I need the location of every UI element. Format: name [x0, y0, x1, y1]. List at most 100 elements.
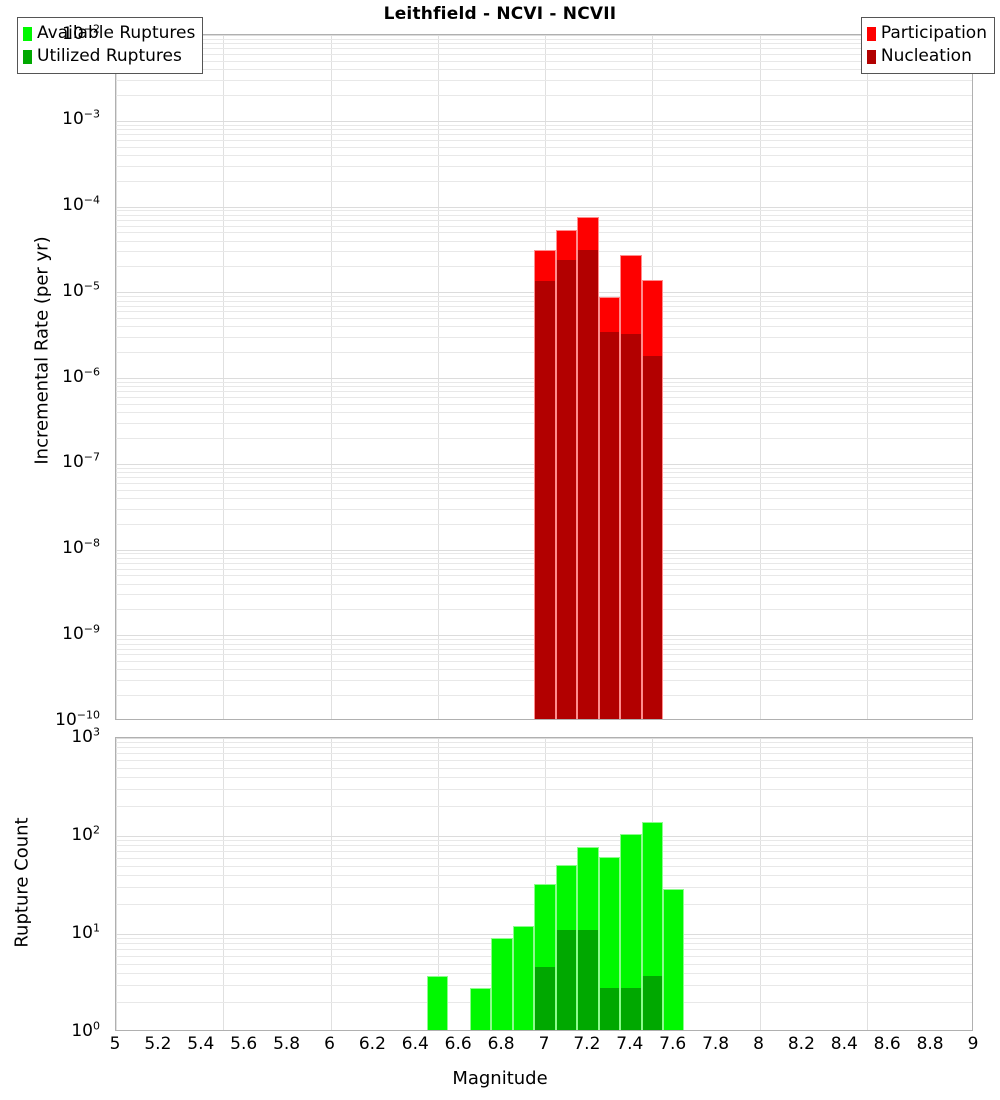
gridline-vertical [437, 35, 439, 719]
incremental-rate-plot [115, 34, 973, 720]
legend-swatch-icon [866, 26, 876, 41]
legend-label: Utilized Ruptures [37, 46, 182, 66]
gridline-horizontal-major [116, 206, 972, 208]
gridline-horizontal-minor [116, 54, 972, 56]
x-axis-tick-label: 8.8 [916, 1034, 944, 1054]
y-axis-tick-label: 10−5 [62, 279, 100, 301]
y-axis-tick-label: 101 [71, 921, 100, 943]
bar-available-ruptures [512, 926, 535, 1030]
gridline-vertical [330, 738, 332, 1030]
gridline-horizontal-minor [116, 69, 972, 71]
legend-item: Available Ruptures [23, 22, 195, 45]
gridline-horizontal-major [116, 836, 972, 837]
bar-available-ruptures [427, 976, 449, 1030]
bottom-chart-legend: Available Ruptures Utilized Ruptures [17, 17, 204, 74]
gridline-vertical [866, 35, 868, 719]
top-chart-legend: Participation Nucleation [860, 17, 995, 74]
gridline-horizontal-minor [116, 874, 972, 876]
x-axis-tick-label: 6.2 [358, 1034, 386, 1054]
bar-available-ruptures [491, 937, 513, 1030]
legend-label: Nucleation [880, 46, 972, 66]
gridline-horizontal-minor [116, 134, 972, 136]
bar-available-ruptures [662, 888, 685, 1030]
gridline-horizontal-minor [116, 742, 972, 744]
gridline-vertical [330, 35, 332, 719]
gridline-horizontal-minor [116, 767, 972, 769]
gridline-horizontal-minor [116, 38, 972, 40]
x-axis-tick-label: 7.8 [702, 1034, 730, 1054]
gridline-horizontal-minor [116, 94, 972, 96]
gridline-horizontal-major [116, 738, 972, 739]
gridline-horizontal-minor [116, 139, 972, 141]
gridline-horizontal-minor [116, 154, 972, 156]
bar-nucleation [642, 356, 662, 719]
x-axis-tick-label: 6 [324, 1034, 335, 1054]
gridline-vertical [437, 738, 439, 1030]
gridline-horizontal-minor [116, 180, 972, 182]
y-axis-tick-label: 10−2 [62, 22, 100, 44]
gridline-horizontal-minor [116, 214, 972, 216]
y-axis-tick-label: 10−3 [62, 107, 100, 130]
legend-swatch-icon [23, 26, 32, 41]
y-axis-tick-label: 10−6 [62, 365, 100, 387]
gridline-horizontal-minor [116, 759, 972, 761]
gridline-vertical [759, 738, 761, 1030]
x-axis-tick-label: 7 [538, 1034, 550, 1054]
gridline-horizontal-minor [116, 845, 972, 847]
gridline-horizontal-minor [116, 124, 972, 126]
y-axis-tick-label: 10−4 [62, 193, 100, 216]
x-axis-tick-label: 5.4 [187, 1034, 215, 1054]
gridline-horizontal-minor [116, 146, 972, 148]
gridline-horizontal-minor [116, 857, 972, 859]
x-axis-label: Magnitude [452, 1068, 548, 1089]
page-title: Leithfield - NCVI - NCVII [383, 4, 617, 24]
bar-nucleation [556, 259, 577, 719]
gridline-horizontal-minor [116, 851, 972, 853]
bar-utilized-ruptures [642, 976, 662, 1030]
gridline-horizontal-minor [116, 840, 972, 842]
x-axis-tick-label: 7.6 [659, 1034, 687, 1054]
gridline-vertical [223, 35, 225, 719]
x-axis-tick-label: 5.2 [144, 1034, 172, 1054]
gridline-horizontal-minor [116, 219, 972, 221]
gridline-vertical [223, 738, 225, 1030]
x-axis-tick-label: 7.2 [573, 1034, 601, 1054]
x-axis-tick-label: 6.8 [487, 1034, 515, 1054]
gridline-vertical [759, 35, 761, 719]
legend-swatch-icon [23, 49, 32, 64]
x-axis-tick-label: 5.8 [273, 1034, 301, 1054]
gridline-horizontal-major [116, 120, 972, 122]
x-axis-tick-label: 7.4 [616, 1034, 644, 1054]
top-chart-y-axis-label: Incremental Rate (per yr) [31, 236, 53, 465]
gridline-horizontal-minor [116, 806, 972, 808]
x-axis-tick-label: 8 [753, 1034, 764, 1054]
gridline-vertical [866, 738, 868, 1030]
legend-item: Nucleation [866, 45, 987, 68]
bottom-chart-y-axis-label: Rupture Count [11, 817, 33, 948]
gridline-horizontal-minor [116, 789, 972, 791]
gridline-horizontal-minor [116, 232, 972, 234]
legend-label: Available Ruptures [37, 23, 196, 43]
bar-available-ruptures [620, 833, 642, 1030]
gridline-horizontal-minor [116, 43, 972, 45]
y-axis-tick-label: 10−9 [62, 622, 100, 644]
x-axis-tick-label: 5.6 [230, 1034, 258, 1054]
legend-item: Utilized Ruptures [23, 45, 195, 68]
gridline-horizontal-minor [116, 753, 972, 755]
x-axis-tick-label: 8.4 [830, 1034, 858, 1054]
y-axis-tick-label: 10−10 [55, 708, 100, 730]
rupture-count-plot [115, 737, 973, 1031]
x-axis-tick-label: 8.2 [787, 1034, 815, 1054]
y-axis-tick-label: 10−8 [62, 536, 100, 559]
bar-utilized-ruptures [535, 967, 555, 1030]
legend-label: Participation [880, 23, 987, 43]
bar-available-ruptures [598, 857, 621, 1030]
y-axis-tick-label: 103 [71, 725, 100, 747]
bar-utilized-ruptures [599, 988, 620, 1030]
gridline-vertical [545, 738, 546, 1030]
bar-utilized-ruptures [621, 988, 641, 1030]
gridline-vertical [116, 35, 117, 719]
gridline-horizontal-minor [116, 60, 972, 62]
y-axis-tick-label: 102 [71, 823, 100, 845]
gridline-horizontal-minor [116, 225, 972, 227]
